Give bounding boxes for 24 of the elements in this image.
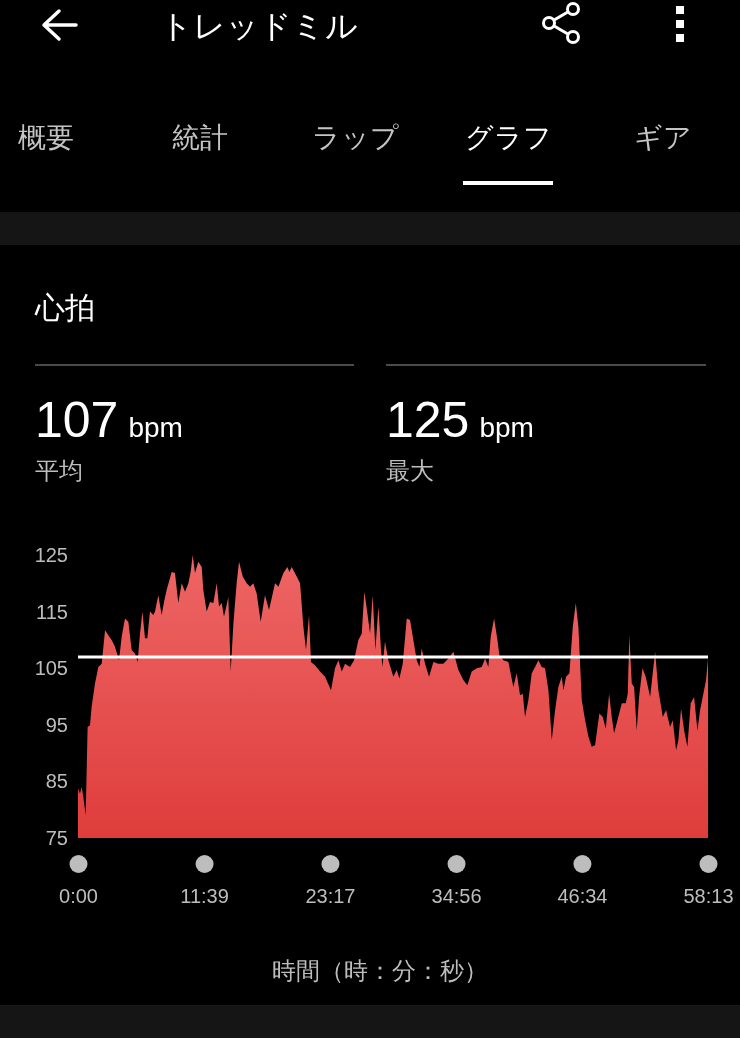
text: 最大 — [386, 456, 434, 484]
text: 125 bpm — [386, 392, 534, 448]
y-tick-label: 125 — [34, 543, 68, 566]
y-tick-label: 115 — [36, 600, 68, 623]
x-tick-label: 23:17 — [305, 885, 356, 908]
text: 107 bpm — [35, 392, 183, 448]
text: 概要 — [18, 121, 74, 153]
x-tick-label: 58:13 — [683, 885, 734, 908]
y-tick-label: 105 — [34, 657, 68, 680]
text: グラフ — [464, 121, 552, 153]
y-tick-label: 95 — [45, 713, 68, 736]
y-tick-label: 85 — [45, 770, 68, 793]
text: 統計 — [172, 121, 228, 153]
y-tick-label: 75 — [45, 826, 68, 849]
x-tick-label: 46:34 — [557, 885, 608, 908]
x-tick-label: 0:00 — [59, 885, 98, 908]
x-tick-label: 11:39 — [180, 885, 229, 908]
text: ラップ — [311, 121, 399, 153]
text: トレッドミル — [160, 8, 358, 44]
text: 平均 — [35, 456, 83, 484]
chart-title: 心拍 — [34, 290, 95, 324]
x-axis-title: 時間（時：分：秒） — [272, 956, 488, 984]
text: ギア — [634, 121, 692, 153]
x-tick-label: 34:56 — [431, 885, 482, 908]
